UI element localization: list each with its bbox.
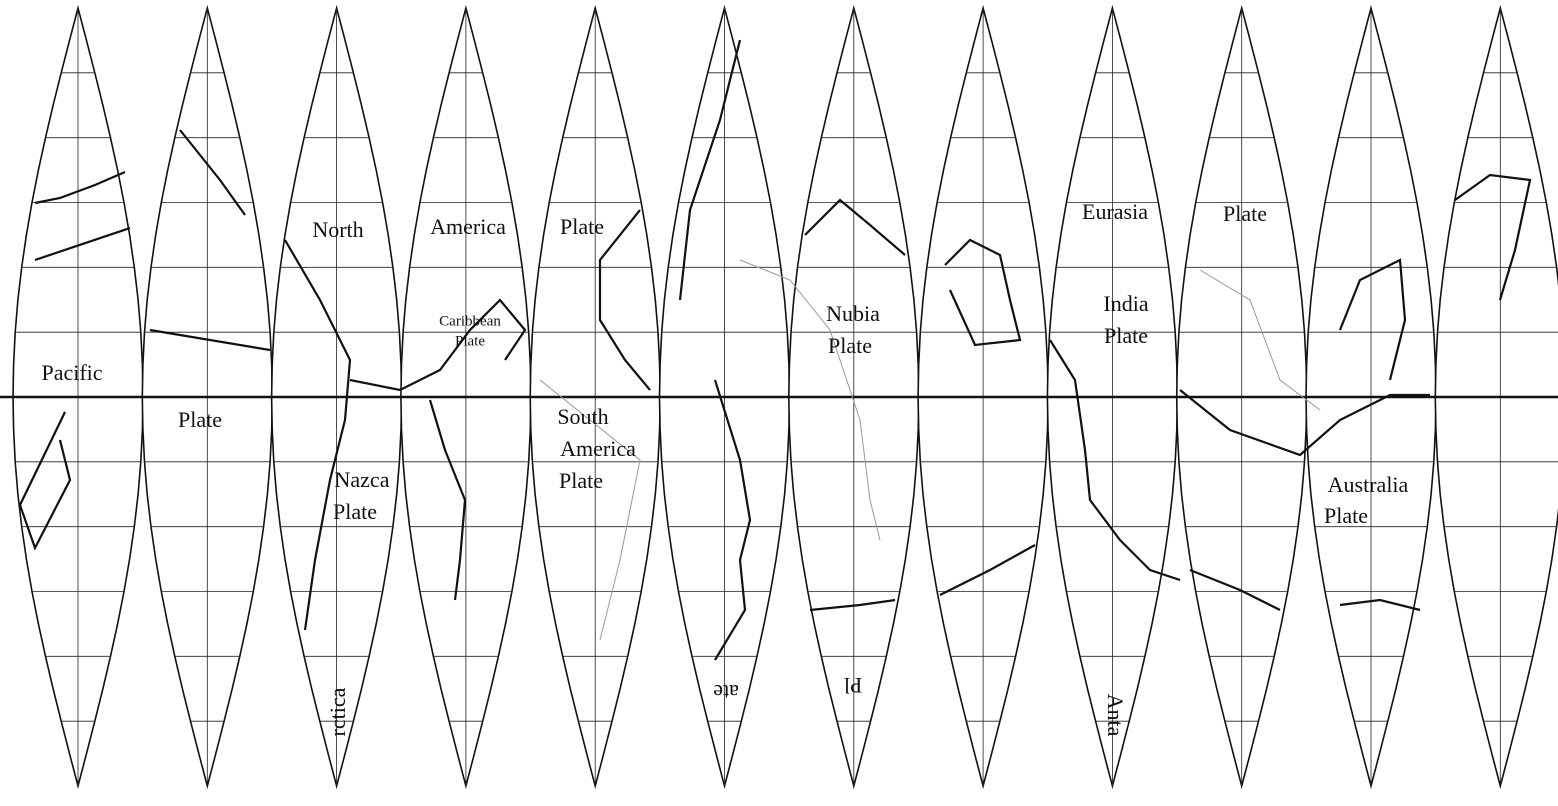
boundary <box>179 129 246 216</box>
boundary <box>349 298 527 392</box>
coastline <box>539 379 641 641</box>
plate-label: Nazca <box>335 467 390 492</box>
boundary <box>1179 389 1430 457</box>
plate-label: Plate <box>828 333 872 358</box>
plate-label: ate <box>713 680 739 705</box>
boundary <box>1189 568 1281 611</box>
boundary <box>18 411 72 551</box>
plate-label: Plate <box>455 333 485 349</box>
boundary <box>1049 339 1181 582</box>
boundary <box>944 238 1022 347</box>
plate-label: Eurasia <box>1082 199 1148 224</box>
plate-label: Pl <box>844 673 862 698</box>
boundary <box>428 399 467 601</box>
boundary <box>598 209 651 391</box>
plate-label: Pacific <box>41 360 102 385</box>
plate-label: Anta <box>1103 694 1128 737</box>
plate-label: South <box>557 404 608 429</box>
plate-label: Plate <box>560 214 604 239</box>
plate-label: India <box>1103 291 1148 316</box>
boundary <box>149 328 271 352</box>
plate-label: Nubia <box>826 301 880 326</box>
plate-label: Plate <box>178 407 222 432</box>
plate-label: Plate <box>1324 503 1368 528</box>
plate-label: Plate <box>1223 201 1267 226</box>
coastline <box>1199 269 1321 411</box>
boundary <box>1338 258 1407 381</box>
plate-label: Plate <box>1104 323 1148 348</box>
coastline <box>739 259 881 541</box>
boundary <box>1454 173 1532 301</box>
boundary <box>1339 598 1421 612</box>
plate-label: Plate <box>333 499 377 524</box>
boundary <box>34 170 126 205</box>
boundary <box>809 598 896 612</box>
boundary <box>678 39 742 301</box>
plate-label: Plate <box>559 468 603 493</box>
plate-label: Australia <box>1328 472 1409 497</box>
plate-boundaries <box>18 39 1532 661</box>
plate-label: rctica <box>325 687 350 736</box>
boundary <box>713 379 752 661</box>
plate-label: Caribbean <box>439 313 501 329</box>
plate-label: North <box>312 217 363 242</box>
boundary <box>804 198 906 256</box>
boundary <box>284 239 352 631</box>
plate-label: America <box>560 436 636 461</box>
boundary <box>939 544 1036 596</box>
gores <box>0 4 1558 790</box>
boundary <box>34 226 131 262</box>
plate-label: America <box>430 214 506 239</box>
